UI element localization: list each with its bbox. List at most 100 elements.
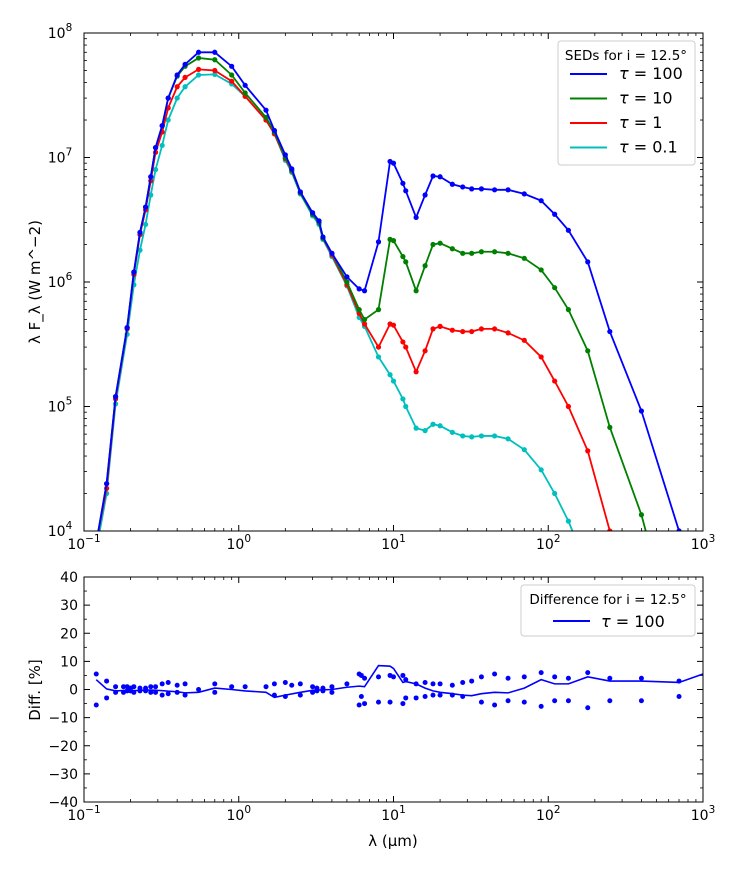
diff-data-point	[271, 692, 277, 698]
sed-data-point	[390, 322, 397, 328]
sed-legend-label-eq: =	[629, 138, 653, 157]
diff-x-tick-labels: 10−1 100 101 102 103	[67, 804, 715, 824]
diff-data-point	[344, 681, 350, 687]
diff-data-point	[638, 675, 644, 681]
diff-data-point	[113, 689, 119, 695]
sed-data-point	[242, 82, 248, 88]
sed-data-point	[460, 250, 466, 256]
sed-data-point	[607, 424, 613, 430]
sed-series-group	[97, 49, 682, 531]
sed-data-point	[676, 528, 682, 531]
sed-data-point	[460, 328, 466, 335]
sed-data-point	[329, 250, 335, 256]
diff-legend-label: τ = 100	[601, 612, 665, 631]
sed-data-point	[437, 423, 443, 429]
sed-y-axis-title: λ F_λ (W m^−2)	[26, 220, 45, 344]
sed-data-point	[460, 184, 466, 190]
sed-data-point	[422, 192, 428, 198]
sed-x-tick-label: 10−1	[67, 533, 100, 553]
diff-data-point	[391, 674, 396, 680]
diff-data-point	[449, 692, 455, 698]
sed-data-point	[148, 174, 154, 180]
diff-y-tick-label: 0	[69, 683, 78, 699]
sed-y-tick-label-exp: 7	[66, 147, 73, 159]
sed-data-point	[469, 250, 475, 256]
diff-data-point	[460, 694, 466, 700]
diff-legend-items: τ = 100	[553, 612, 665, 631]
sed-data-point	[403, 344, 409, 350]
sed-data-point	[174, 84, 180, 90]
sed-data-point	[375, 239, 382, 245]
sed-x-tick-label: 102	[536, 533, 561, 553]
sed-data-point	[430, 326, 436, 332]
diff-x-tick-label: 101	[381, 804, 406, 824]
sed-y-tick-label-exp: 4	[66, 520, 73, 532]
sed-legend-label-val: 0.1	[652, 138, 677, 157]
diff-x-tick-label-exp: 2	[554, 804, 561, 816]
sed-data-point	[437, 240, 443, 246]
sed-data-point	[437, 323, 443, 329]
sed-legend-label-var: τ	[619, 89, 629, 108]
sed-x-tick-label-base: 10	[536, 537, 554, 553]
diff-x-tick-label-base: 10	[691, 808, 709, 824]
sed-data-point	[607, 328, 613, 335]
sed-data-point	[390, 378, 397, 384]
sed-y-tick-label-exp: 5	[66, 396, 73, 408]
sed-data-point	[195, 55, 202, 61]
sed-data-point	[607, 528, 613, 531]
diff-x-tick-label: 10−1	[67, 804, 100, 824]
diff-data-point	[297, 692, 303, 698]
diff-data-point	[153, 689, 159, 695]
diff-legend-title: Difference for i = 12.5°	[529, 592, 686, 608]
diff-data-point	[329, 684, 335, 690]
sed-data-point	[430, 241, 436, 248]
sed-x-tick-label: 103	[691, 533, 716, 553]
diff-data-point	[282, 679, 288, 685]
diff-data-point	[104, 678, 110, 684]
diff-x-tick-label-base: 10	[67, 808, 85, 824]
sed-data-point	[104, 481, 110, 487]
sed-data-point	[585, 348, 591, 354]
sed-data-point	[112, 394, 119, 400]
diff-data-point	[242, 684, 248, 690]
sed-data-point	[638, 512, 645, 518]
diff-data-point	[376, 699, 382, 705]
diff-data-point	[400, 701, 406, 707]
sed-axes-frame	[83, 32, 704, 532]
sed-data-point	[478, 186, 485, 192]
sed-data-point	[449, 429, 455, 435]
diff-y-axis-title: Diff. [%]	[26, 659, 44, 721]
diff-data-point	[93, 671, 99, 677]
diff-data-point	[505, 675, 511, 681]
sed-data-point	[387, 372, 393, 378]
sed-y-tick-label-base: 10	[48, 275, 66, 291]
sed-data-point	[375, 354, 382, 360]
sed-legend-box	[557, 40, 696, 166]
diff-data-point	[585, 670, 591, 676]
sed-series-100	[97, 49, 682, 531]
sed-legend-label: τ = 10	[619, 89, 673, 108]
diff-data-point	[505, 698, 511, 704]
diff-data-point	[182, 692, 188, 698]
sed-data-point	[229, 78, 235, 84]
sed-legend-label-var: τ	[619, 138, 629, 157]
sed-data-point	[361, 316, 368, 323]
diff-x-axis-label: λ (μm)	[368, 832, 418, 850]
diff-data-point	[638, 698, 644, 704]
sed-x-tick-label-base: 10	[226, 537, 244, 553]
diff-data-point	[310, 684, 316, 690]
sed-data-point	[491, 249, 498, 255]
sed-legend-label-eq: =	[629, 89, 653, 108]
diff-data-point	[153, 684, 159, 690]
diff-data-point	[521, 699, 527, 705]
sed-data-point	[182, 74, 188, 80]
sed-legend-label-val: 1	[652, 113, 662, 132]
sed-data-point	[242, 90, 248, 96]
sed-data-point	[159, 123, 165, 129]
